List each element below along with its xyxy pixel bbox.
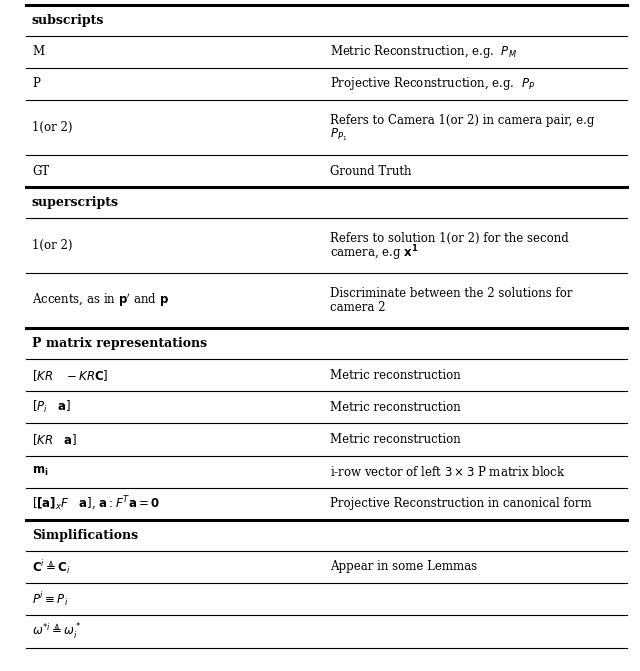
Text: i-row vector of left $3 \times 3$ P matrix block: i-row vector of left $3 \times 3$ P matr… [330, 465, 565, 478]
Text: camera 2: camera 2 [330, 301, 385, 315]
Text: $\mathbf{m_i}$: $\mathbf{m_i}$ [32, 465, 49, 478]
Text: $\omega^{*i} \triangleq \omega_i^*$: $\omega^{*i} \triangleq \omega_i^*$ [32, 621, 81, 641]
Text: Projective Reconstruction in canonical form: Projective Reconstruction in canonical f… [330, 497, 591, 511]
Text: Metric reconstruction: Metric reconstruction [330, 401, 460, 414]
Text: subscripts: subscripts [32, 13, 104, 27]
Text: Refers to solution 1(or 2) for the second: Refers to solution 1(or 2) for the secon… [330, 231, 568, 245]
Text: GT: GT [32, 164, 49, 178]
Text: Metric Reconstruction, e.g.  $P_M$: Metric Reconstruction, e.g. $P_M$ [330, 43, 516, 60]
Text: P matrix representations: P matrix representations [32, 337, 207, 350]
Text: Refers to Camera 1(or 2) in camera pair, e.g: Refers to Camera 1(or 2) in camera pair,… [330, 113, 594, 127]
Text: $\left[KR\quad -KR\mathbf{C}\right]$: $\left[KR\quad -KR\mathbf{C}\right]$ [32, 368, 108, 382]
Text: $P_{P_1}$: $P_{P_1}$ [330, 127, 347, 143]
Text: Projective Reconstruction, e.g.  $P_P$: Projective Reconstruction, e.g. $P_P$ [330, 75, 535, 93]
Text: Accents, as in $\mathbf{p}'$ and $\mathbf{p}$: Accents, as in $\mathbf{p}'$ and $\mathb… [32, 292, 169, 309]
Text: $\left[KR\quad \mathbf{a}\right]$: $\left[KR\quad \mathbf{a}\right]$ [32, 432, 77, 447]
Text: Discriminate between the 2 solutions for: Discriminate between the 2 solutions for [330, 287, 572, 300]
Text: camera, e.g $\mathbf{x}^{\mathbf{1}}$: camera, e.g $\mathbf{x}^{\mathbf{1}}$ [330, 243, 419, 263]
Text: 1(or 2): 1(or 2) [32, 121, 72, 134]
Text: Simplifications: Simplifications [32, 529, 138, 542]
Text: $P^i \equiv P_i$: $P^i \equiv P_i$ [32, 590, 68, 608]
Text: M: M [32, 45, 44, 58]
Text: superscripts: superscripts [32, 196, 119, 209]
Text: $\mathbf{C}^i \triangleq \mathbf{C}_i$: $\mathbf{C}^i \triangleq \mathbf{C}_i$ [32, 558, 71, 576]
Text: Appear in some Lemmas: Appear in some Lemmas [330, 560, 477, 574]
Text: $\left[\mathbf{[a]}_xF\quad \mathbf{a}\right]$, $\mathbf{a}: F^T\mathbf{a}=\math: $\left[\mathbf{[a]}_xF\quad \mathbf{a}\r… [32, 495, 160, 513]
Text: Ground Truth: Ground Truth [330, 164, 411, 178]
Text: 1(or 2): 1(or 2) [32, 239, 72, 252]
Text: $\left[P_i\quad \mathbf{a}\right]$: $\left[P_i\quad \mathbf{a}\right]$ [32, 399, 71, 415]
Text: Metric reconstruction: Metric reconstruction [330, 433, 460, 446]
Text: Metric reconstruction: Metric reconstruction [330, 368, 460, 382]
Text: P: P [32, 77, 40, 91]
